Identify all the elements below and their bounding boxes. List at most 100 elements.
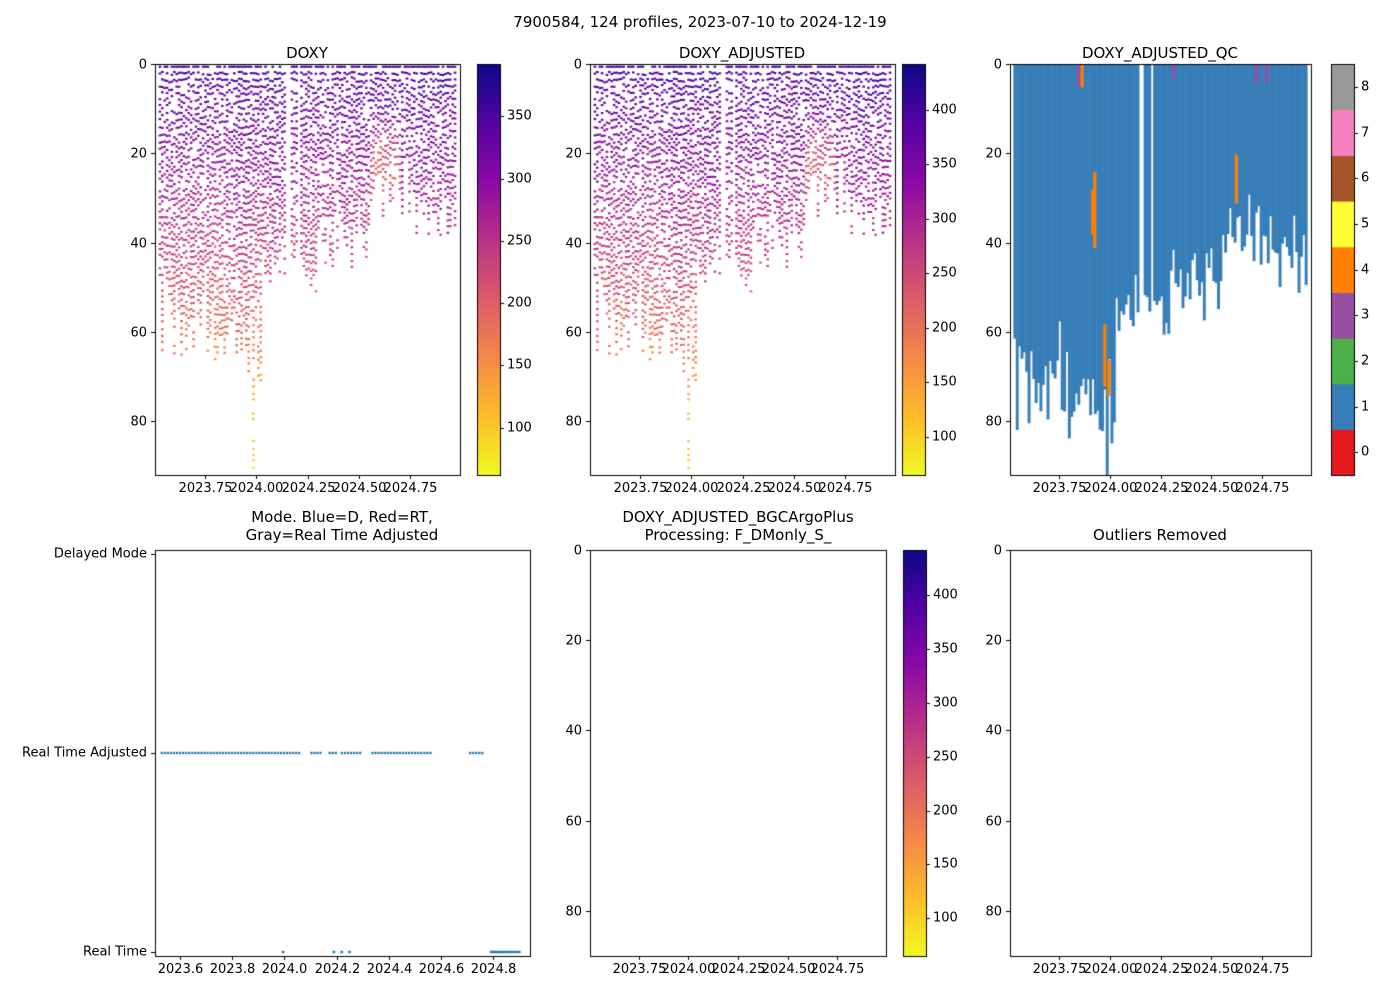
colorbar-tick-label: 300	[932, 211, 957, 227]
colorbar-tick-label: 8	[1361, 79, 1370, 95]
x-tick-label: 2024.25	[1134, 481, 1189, 496]
x-tick-label: 2024.50	[1184, 481, 1239, 496]
colorbar-tick-label: 200	[932, 320, 957, 336]
colorbar-tick-label: 150	[507, 357, 532, 373]
colorbar-tick-label: 250	[932, 265, 957, 281]
colorbar-tick-label: 350	[507, 108, 532, 124]
y-tick-label: 40	[565, 236, 582, 251]
y-tick-label: 40	[130, 236, 147, 251]
x-tick-label: 2024.25	[281, 481, 336, 496]
colorbar-tick-label: 350	[932, 156, 957, 172]
x-tick-label: 2024.50	[1184, 962, 1239, 977]
x-tick-label: 2024.75	[1235, 481, 1290, 496]
y-tick-label: 20	[565, 146, 582, 161]
panel-title-mode: Mode. Blue=D, Red=RT, Gray=Real Time Adj…	[246, 508, 439, 544]
x-tick-label: 2024.75	[1235, 962, 1290, 977]
colorbar-tick-label: 400	[933, 587, 958, 603]
colorbar-tick-label: 200	[507, 295, 532, 311]
x-tick-label: 2024.6	[418, 962, 465, 977]
colorbar-tick-label: 100	[932, 429, 957, 445]
y-tick-label: 60	[565, 814, 582, 829]
panel-title-mode-line2: Gray=Real Time Adjusted	[245, 526, 439, 544]
colorbar-tick-label: 1	[1361, 399, 1370, 414]
panel-title-mode-line1: Mode. Blue=D, Red=RT,	[251, 508, 433, 526]
colorbar-tick-label: 350	[933, 641, 958, 657]
colorbar-tick-label: 300	[507, 171, 532, 187]
colorbar-tick-label: 150	[932, 374, 957, 390]
y-tick-label: 80	[565, 414, 582, 429]
colorbar-tick-label: 0	[1361, 444, 1370, 460]
x-tick-label: 2023.75	[613, 481, 668, 496]
y-category-label: Real Time Adjusted	[22, 745, 147, 761]
panel-title-bgc-processing: DOXY_ADJUSTED_BGCArgoPlus Processing: F_…	[622, 508, 853, 544]
y-tick-label: 20	[985, 633, 1002, 648]
x-tick-label: 2024.50	[767, 481, 822, 496]
x-tick-label: 2024.50	[761, 962, 816, 977]
x-tick-label: 2024.75	[818, 481, 873, 496]
panel-title-outliers-removed: Outliers Removed	[1093, 526, 1227, 544]
panel-title-doxy: DOXY	[286, 44, 328, 62]
y-tick-label: 80	[985, 414, 1002, 429]
colorbar-tick-label: 2	[1361, 353, 1370, 369]
x-tick-label: 2023.75	[1032, 962, 1087, 977]
y-tick-label: 0	[993, 543, 1002, 558]
x-tick-label: 2023.75	[612, 962, 667, 977]
colorbar-tick-label: 200	[933, 803, 958, 819]
y-tick-label: 0	[573, 57, 582, 72]
y-tick-label: 80	[565, 904, 582, 919]
y-tick-label: 60	[985, 814, 1002, 829]
x-tick-label: 2024.4	[366, 962, 413, 977]
y-category-label: Delayed Mode	[53, 546, 147, 562]
y-tick-label: 20	[130, 146, 147, 161]
y-tick-label: 60	[985, 325, 1002, 340]
figure-title: 7900584, 124 profiles, 2023-07-10 to 202…	[513, 13, 887, 31]
x-tick-label: 2023.8	[209, 962, 256, 977]
x-tick-label: 2024.00	[1083, 481, 1138, 496]
colorbar-tick-label: 4	[1361, 262, 1370, 277]
y-tick-label: 80	[130, 414, 147, 429]
x-tick-label: 2024.8	[470, 962, 517, 977]
x-tick-label: 2023.6	[157, 962, 204, 977]
x-tick-label: 2024.25	[1134, 962, 1189, 977]
x-tick-label: 2024.00	[229, 481, 284, 496]
x-tick-label: 2024.75	[383, 481, 438, 496]
y-tick-label: 40	[565, 723, 582, 738]
colorbar-tick-label: 150	[933, 856, 958, 872]
y-tick-label: 20	[985, 146, 1002, 161]
colorbar-tick-label: 100	[933, 910, 958, 926]
panel-title-bgc-line2: Processing: F_DMonly_S_	[644, 526, 832, 544]
x-tick-label: 2024.00	[1083, 962, 1138, 977]
y-tick-label: 60	[565, 325, 582, 340]
panel-title-bgc-line1: DOXY_ADJUSTED_BGCArgoPlus	[622, 508, 854, 526]
panel-title-doxy-adjusted-qc: DOXY_ADJUSTED_QC	[1081, 44, 1239, 62]
y-tick-label: 0	[573, 543, 582, 558]
colorbar-tick-label: 6	[1361, 170, 1370, 186]
x-tick-label: 2024.0	[261, 962, 308, 977]
colorbar-tick-label: 400	[932, 102, 957, 118]
x-tick-label: 2024.25	[711, 962, 766, 977]
x-tick-label: 2024.00	[664, 481, 719, 496]
y-tick-label: 40	[985, 723, 1002, 738]
x-tick-label: 2024.25	[716, 481, 771, 496]
x-tick-label: 2024.75	[810, 962, 865, 977]
y-tick-label: 60	[130, 325, 147, 340]
y-tick-label: 80	[985, 904, 1002, 919]
x-tick-label: 2023.75	[1032, 481, 1087, 496]
colorbar-tick-label: 250	[507, 233, 532, 249]
colorbar-tick-label: 3	[1361, 307, 1370, 323]
colorbar-tick-label: 100	[507, 420, 532, 436]
x-tick-label: 2023.75	[178, 481, 233, 496]
y-tick-label: 0	[138, 57, 147, 72]
y-category-label: Real Time	[83, 944, 147, 960]
y-tick-label: 20	[565, 633, 582, 648]
colorbar-tick-label: 300	[933, 695, 958, 711]
panel-title-doxy-adjusted: DOXY_ADJUSTED	[678, 44, 806, 62]
x-tick-label: 2024.50	[332, 481, 387, 496]
y-tick-label: 40	[985, 236, 1002, 251]
colorbar-tick-label: 250	[933, 749, 958, 765]
colorbar-tick-label: 5	[1361, 216, 1370, 232]
x-tick-label: 2024.00	[661, 962, 716, 977]
y-tick-label: 0	[993, 57, 1002, 72]
